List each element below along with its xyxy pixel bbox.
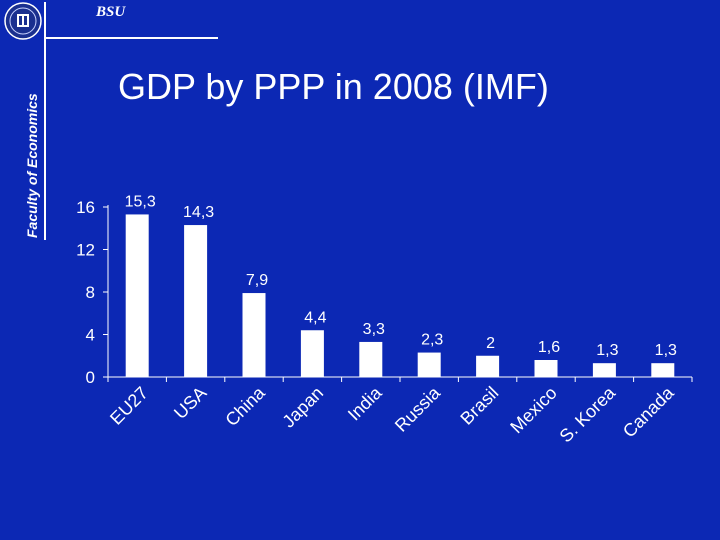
brand-label: BSU: [96, 4, 126, 20]
bar-value-label: 1,3: [655, 342, 677, 359]
header-vertical-divider: [44, 2, 46, 240]
bar: [534, 360, 558, 377]
bar-value-label: 7,9: [246, 272, 268, 289]
category-label: China: [221, 382, 269, 430]
bar: [417, 352, 441, 377]
category-label: Canada: [619, 382, 678, 441]
y-tick-label: 0: [86, 368, 95, 387]
category-label: EU27: [106, 383, 152, 429]
category-label: Japan: [278, 383, 327, 432]
y-tick-label: 16: [76, 198, 95, 217]
category-label: India: [344, 382, 386, 424]
bar: [359, 341, 383, 377]
chart-bars: [125, 214, 675, 377]
category-label: Mexico: [506, 383, 560, 437]
bar-value-label: 2,3: [421, 332, 443, 349]
bar: [184, 225, 208, 377]
header-horizontal-divider: [44, 37, 218, 39]
bar-value-label: 3,3: [363, 321, 385, 338]
category-label: Brasil: [456, 383, 502, 429]
category-label: Russia: [391, 382, 445, 436]
bar-value-label: 1,3: [596, 342, 618, 359]
y-tick-label: 4: [86, 326, 95, 345]
category-label: USA: [170, 383, 210, 423]
bar: [476, 355, 500, 377]
bar: [125, 214, 149, 377]
y-tick-label: 12: [76, 241, 95, 260]
bar: [651, 363, 675, 377]
category-label: S. Korea: [556, 382, 620, 446]
university-logo: [4, 2, 42, 40]
bar-value-label: 1,6: [538, 339, 560, 356]
bar-value-label: 4,4: [304, 309, 326, 326]
bar-value-label: 14,3: [183, 204, 214, 221]
slide-title: GDP by PPP in 2008 (IMF): [118, 66, 549, 107]
y-tick-label: 8: [86, 283, 95, 302]
bar-value-label: 2: [486, 335, 495, 352]
bar: [300, 330, 324, 377]
bar: [242, 293, 266, 377]
bar: [592, 363, 616, 377]
bar-value-label: 15,3: [125, 193, 156, 210]
